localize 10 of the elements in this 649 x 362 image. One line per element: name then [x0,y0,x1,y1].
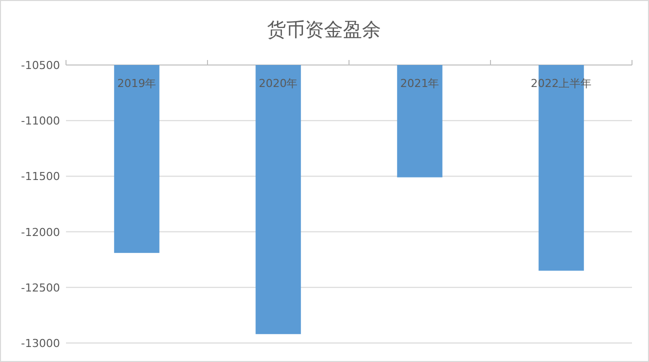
chart-title: 货币资金盈余 [267,19,381,41]
y-tick-label: -11000 [21,114,60,128]
y-tick-label: -13000 [21,337,60,350]
y-tick-label: -11500 [21,170,60,184]
x-tick-label: 2020年 [258,77,298,90]
y-tick-label: -10500 [21,59,60,72]
x-tick-label: 2021年 [400,77,440,90]
y-tick-label: -12500 [21,281,60,294]
x-tick-label: 2019年 [117,77,156,90]
y-tick-label: -12000 [21,226,60,239]
